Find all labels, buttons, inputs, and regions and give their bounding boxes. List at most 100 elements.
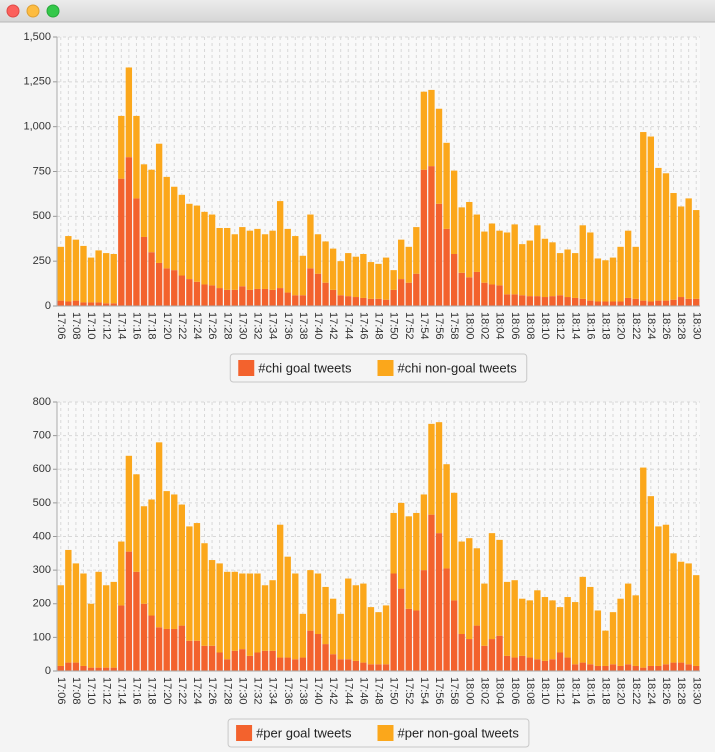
bar-segment bbox=[163, 628, 170, 671]
bar-segment bbox=[178, 275, 185, 306]
x-tick-label: 17:34 bbox=[267, 312, 279, 340]
bar-segment bbox=[488, 284, 496, 306]
bar-segment bbox=[171, 270, 178, 306]
x-tick-label: 18:08 bbox=[524, 677, 536, 705]
bar-segment bbox=[572, 664, 579, 671]
bar-segment bbox=[314, 234, 322, 274]
bar-segment bbox=[526, 240, 533, 297]
legend-swatch bbox=[236, 725, 253, 741]
bar-segment bbox=[685, 298, 692, 306]
bar-segment bbox=[95, 250, 102, 303]
bar-segment bbox=[201, 284, 208, 306]
bar-segment bbox=[307, 630, 314, 671]
x-tick-label: 17:58 bbox=[448, 312, 460, 340]
bar-segment bbox=[87, 603, 95, 668]
bar-segment bbox=[420, 169, 428, 306]
bar-segment bbox=[670, 193, 677, 300]
bar-segment bbox=[140, 506, 148, 604]
x-tick-label: 18:24 bbox=[645, 312, 657, 340]
bar-segment bbox=[481, 282, 488, 306]
bar-segment bbox=[231, 289, 238, 306]
bar-segment bbox=[307, 214, 314, 269]
x-tick-label: 17:42 bbox=[327, 677, 339, 705]
bar-segment bbox=[254, 652, 261, 671]
bar-segment bbox=[57, 300, 64, 306]
bar-segment bbox=[80, 245, 87, 303]
bar-segment bbox=[473, 271, 481, 306]
bar-segment bbox=[125, 551, 133, 671]
bar-segment bbox=[677, 662, 685, 671]
x-tick-label: 18:28 bbox=[675, 312, 687, 340]
bar-segment bbox=[647, 665, 655, 671]
bar-segment bbox=[519, 655, 526, 671]
bar-segment bbox=[208, 645, 216, 671]
x-tick-label: 18:12 bbox=[554, 312, 566, 340]
x-tick-label: 17:08 bbox=[70, 677, 82, 705]
bar-segment bbox=[118, 605, 125, 671]
x-tick-label: 18:16 bbox=[584, 677, 596, 705]
minimize-button[interactable] bbox=[26, 4, 40, 18]
bar-segment bbox=[269, 230, 276, 290]
bar-segment bbox=[526, 296, 533, 306]
bar-segment bbox=[337, 295, 344, 306]
bar-segment bbox=[579, 662, 586, 671]
bar-segment bbox=[201, 543, 208, 646]
zoom-button[interactable] bbox=[46, 4, 60, 18]
bar-segment bbox=[110, 667, 117, 671]
bar-segment bbox=[246, 289, 254, 306]
y-tick-label: 300 bbox=[33, 564, 51, 576]
bar-segment bbox=[677, 297, 685, 306]
bar-segment bbox=[216, 227, 223, 289]
close-button[interactable] bbox=[6, 4, 20, 18]
bar-segment bbox=[246, 655, 254, 671]
x-tick-label: 18:20 bbox=[615, 312, 627, 340]
bar-segment bbox=[496, 230, 503, 286]
y-tick-label: 250 bbox=[33, 255, 51, 267]
bar-segment bbox=[647, 301, 655, 306]
x-tick-label: 17:10 bbox=[85, 312, 97, 340]
bar-segment bbox=[360, 297, 367, 306]
bar-segment bbox=[382, 257, 390, 300]
x-tick-label: 17:30 bbox=[236, 677, 248, 705]
x-tick-label: 18:22 bbox=[630, 312, 642, 340]
bar-segment bbox=[443, 568, 450, 671]
x-tick-label: 17:12 bbox=[100, 677, 112, 705]
bar-segment bbox=[624, 583, 632, 665]
bar-segment bbox=[110, 581, 117, 668]
bar-segment bbox=[246, 230, 254, 290]
x-tick-label: 17:06 bbox=[55, 677, 67, 705]
bar-segment bbox=[511, 294, 518, 306]
bar-segment bbox=[360, 583, 367, 663]
bar-segment bbox=[685, 664, 692, 671]
x-tick-label: 17:20 bbox=[161, 312, 173, 340]
bar-segment bbox=[155, 262, 163, 306]
bar-segment bbox=[360, 253, 367, 298]
bar-segment bbox=[443, 464, 450, 569]
x-tick-label: 18:30 bbox=[690, 312, 702, 340]
bar-segment bbox=[579, 298, 586, 306]
bar-segment bbox=[269, 650, 276, 671]
y-tick-label: 700 bbox=[33, 430, 51, 442]
bar-segment bbox=[314, 634, 322, 671]
x-tick-label: 17:54 bbox=[418, 312, 430, 340]
bar-segment bbox=[322, 644, 329, 671]
bar-segment bbox=[564, 657, 571, 671]
bar-segment bbox=[65, 236, 72, 302]
bar-segment bbox=[632, 298, 639, 306]
x-tick-label: 17:22 bbox=[176, 677, 188, 705]
bar-segment bbox=[496, 285, 503, 306]
bar-segment bbox=[435, 203, 443, 306]
bar-segment bbox=[322, 241, 329, 283]
bar-segment bbox=[148, 615, 155, 671]
bar-segment bbox=[435, 533, 443, 671]
legend-swatch bbox=[377, 725, 394, 741]
bar-segment bbox=[171, 494, 178, 629]
bar-segment bbox=[163, 268, 170, 306]
y-tick-label: 1,500 bbox=[23, 31, 51, 43]
bar-segment bbox=[398, 588, 405, 671]
bar-segment bbox=[564, 597, 571, 658]
legend-label: #chi goal tweets bbox=[258, 360, 352, 375]
bar-segment bbox=[178, 625, 185, 671]
bar-segment bbox=[148, 169, 155, 253]
x-tick-label: 18:02 bbox=[478, 677, 490, 705]
